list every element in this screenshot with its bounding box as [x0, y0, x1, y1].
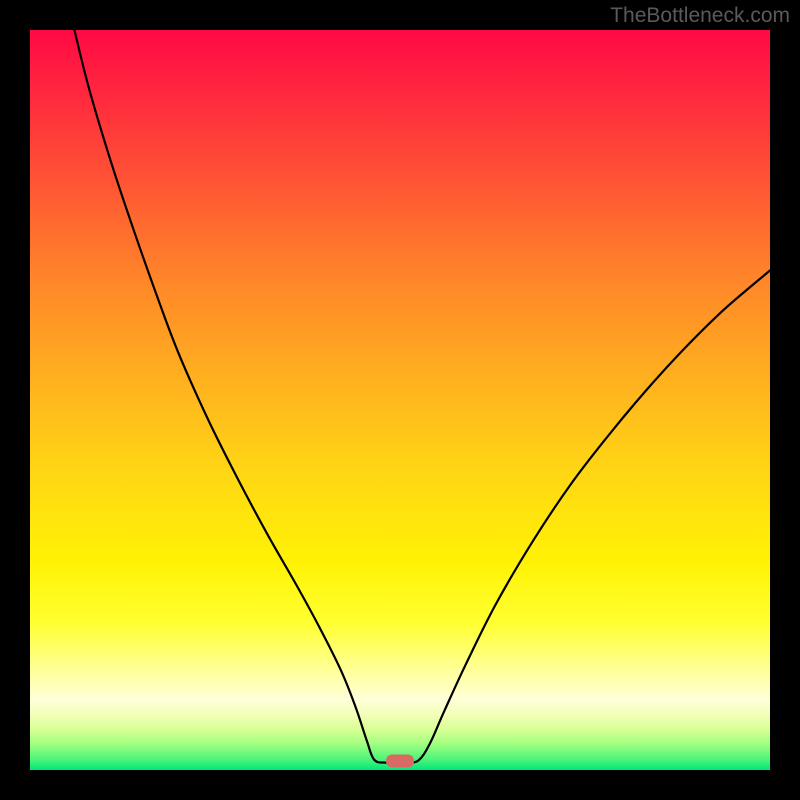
optimum-marker: [386, 755, 414, 768]
bottleneck-curve: [30, 30, 770, 770]
plot-area: [30, 30, 770, 770]
watermark-text: TheBottleneck.com: [610, 4, 790, 28]
